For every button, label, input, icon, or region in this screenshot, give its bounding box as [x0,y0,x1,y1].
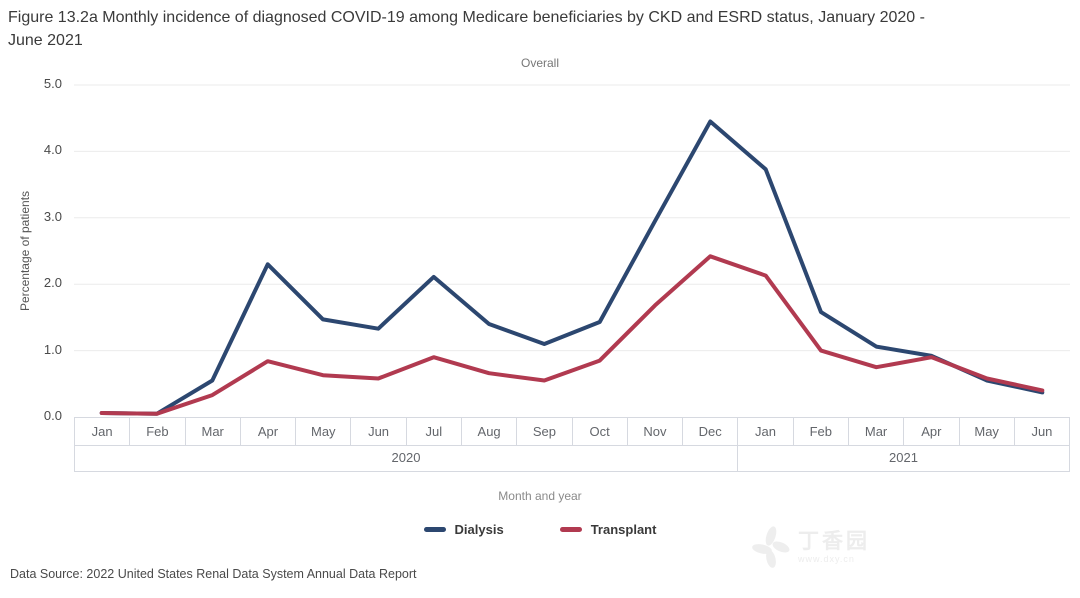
series-line-dialysis [99,119,1045,416]
chart-legend: Dialysis Transplant [0,522,1080,537]
x-tick-month: Feb [130,418,186,445]
x-tick-month: Apr [241,418,297,445]
x-tick-month: May [296,418,352,445]
y-tick-label: 0.0 [43,408,62,423]
legend-swatch-dialysis [423,527,446,532]
x-tick-month: Jan [75,418,131,445]
x-axis-month-row: Jan Feb Mar Apr May Jun Jul Aug Sep Oct Nov Dec Jan F… [74,417,1070,446]
x-tick-month: Nov [628,418,684,445]
x-axis-title: Month and year [498,489,582,503]
x-tick-month: Aug [462,418,518,445]
x-tick-year: 2021 [889,450,918,465]
legend-item-transplant: Transplant [559,522,657,537]
data-source: Data Source: 2022 United States Renal Da… [10,567,417,581]
x-tick-month: Jun [1031,424,1053,439]
x-tick-month: Feb [794,418,849,445]
chart-subtitle: Overall [520,56,559,70]
legend-label: Dialysis [454,522,504,537]
dxy-watermark: 丁香园 www.dxy.cn [750,524,870,570]
y-tick-label: 1.0 [43,342,62,357]
figure-title: Figure 13.2a Monthly incidence of diagno… [8,9,925,50]
x-tick-year: 2020 [75,446,738,471]
x-tick-month: Mar [849,418,905,445]
y-tick-label: 4.0 [43,142,62,157]
x-tick-month: Jul [407,418,462,445]
x-tick-month: May [960,418,1015,445]
legend-swatch-transplant [559,527,582,532]
y-tick-label: 5.0 [43,76,62,91]
y-axis-tick-labels: 0.0 1.0 2.0 3.0 4.0 5.0 [0,0,62,450]
y-tick-label: 2.0 [43,275,62,290]
x-tick-month: Mar [186,418,241,445]
y-tick-label: 3.0 [43,209,62,224]
dxy-logo-icon [752,526,790,568]
dxy-watermark-url: www.dxy.cn [798,553,855,564]
x-tick-month: Apr [904,418,960,445]
dxy-watermark-name: 丁香园 [798,529,870,553]
series-line-transplant [99,254,1045,416]
legend-item-dialysis: Dialysis [423,522,504,537]
x-tick-month: Jun [351,418,407,445]
x-tick-month: Oct [573,418,628,445]
x-tick-month: Jan [738,418,794,445]
x-tick-month: Dec [683,418,739,445]
x-axis-year-row: 2020 2021 [74,446,1070,472]
dxy-watermark-text: 丁香园 www.dxy.cn [798,531,870,564]
x-tick-month: Sep [517,418,573,445]
legend-label: Transplant [590,522,657,537]
